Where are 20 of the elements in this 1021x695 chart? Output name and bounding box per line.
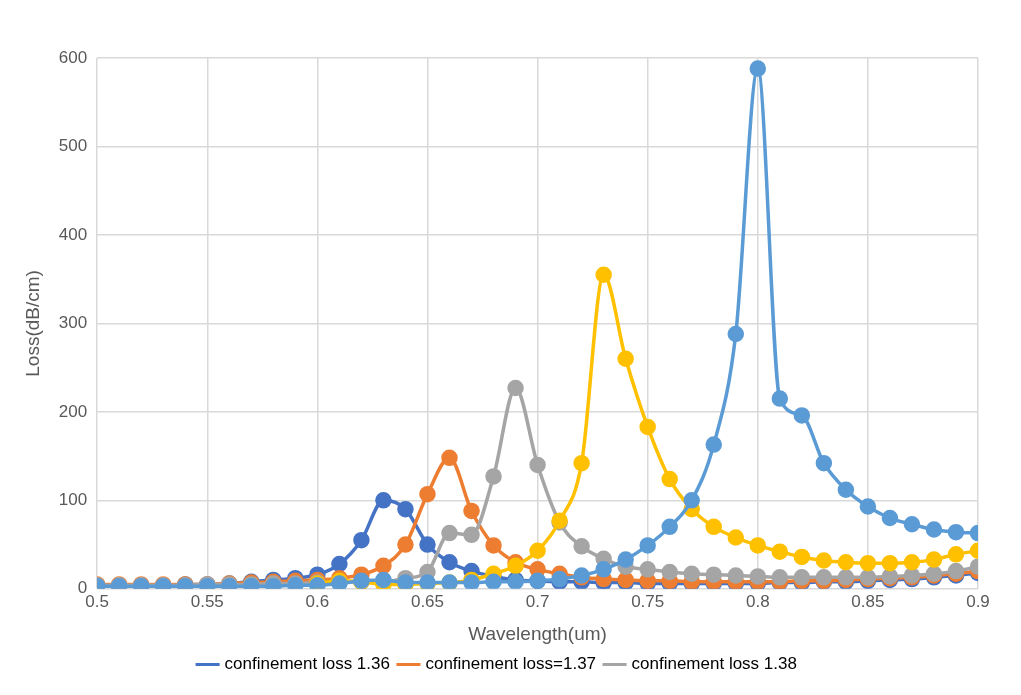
x-axis-title: Wavelength(um) (468, 622, 607, 644)
legend-label: confinement loss 1.38 (631, 654, 797, 674)
x-tick-label: 0.8 (745, 591, 770, 611)
x-tick-label: 0.55 (190, 591, 224, 611)
x-tick-label: 0.75 (631, 591, 665, 611)
x-tick-label: 0.7 (525, 591, 550, 611)
x-tick-label: 0.5 (85, 591, 109, 611)
y-axis-title: Loss(dB/cm) (21, 270, 43, 377)
y-tick-label: 500 (58, 136, 88, 156)
legend-label: confinement loss=1.37 (425, 654, 597, 674)
y-tick-label: 300 (58, 313, 88, 333)
y-tick-label: 400 (58, 224, 88, 244)
y-tick-label: 100 (58, 490, 88, 510)
legend-label: confinement loss 1.36 (224, 654, 390, 674)
x-tick-label: 0.6 (305, 591, 330, 611)
y-tick-label: 200 (58, 401, 88, 421)
x-tick-label: 0.65 (410, 591, 445, 611)
y-tick-label: 600 (58, 47, 88, 67)
x-tick-label: 0.85 (851, 591, 885, 611)
x-tick-label: 0.9 (966, 591, 990, 611)
